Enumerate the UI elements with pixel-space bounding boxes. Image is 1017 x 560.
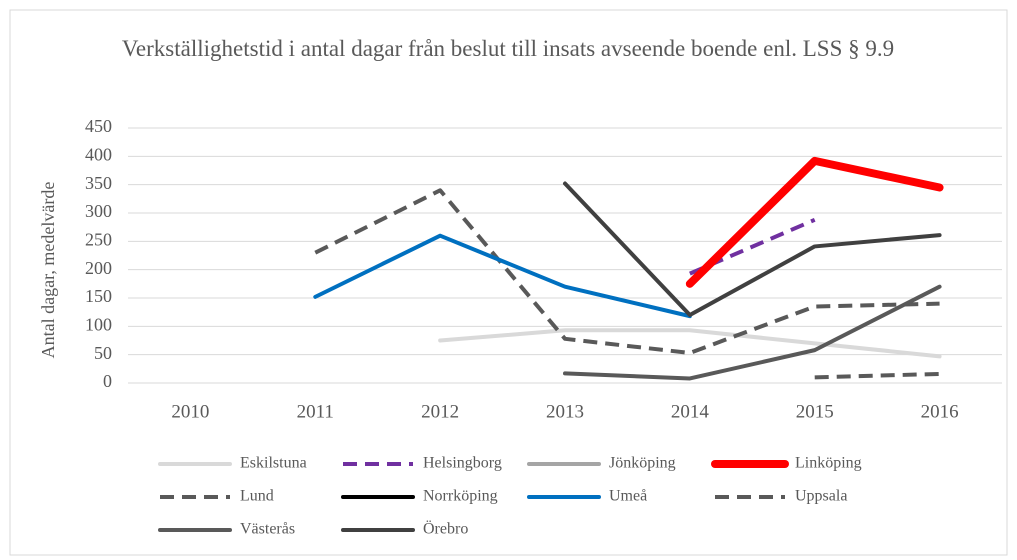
x-tick-label: 2016 — [921, 401, 959, 422]
y-tick-label: 250 — [85, 229, 112, 249]
y-tick-label: 300 — [85, 201, 112, 221]
y-tick-label: 0 — [103, 371, 112, 391]
legend-label: Lund — [240, 488, 274, 505]
legend-label: Norrköping — [423, 488, 498, 505]
y-tick-label: 200 — [85, 258, 112, 278]
x-tick-label: 2014 — [671, 401, 710, 422]
series-line — [814, 371, 940, 380]
legend-label: Linköping — [795, 455, 862, 472]
x-tick-label: 2013 — [546, 401, 584, 422]
y-tick-label: 150 — [85, 286, 112, 306]
y-tick-label: 50 — [94, 343, 112, 363]
y-tick-label: 400 — [85, 144, 112, 164]
series-line — [563, 181, 942, 317]
legend-label: Örebro — [423, 520, 468, 538]
y-tick-label: 450 — [85, 116, 112, 136]
x-tick-label: 2015 — [796, 401, 834, 422]
x-tick-label: 2010 — [171, 401, 209, 422]
series-line — [313, 233, 692, 319]
legend-label: Eskilstuna — [240, 455, 307, 472]
legend-label: Uppsala — [795, 488, 847, 505]
y-tick-label: 100 — [85, 314, 112, 334]
chart-border — [9, 9, 1008, 556]
legend-label: Jönköping — [609, 455, 676, 472]
series-line — [314, 188, 940, 355]
series-line — [438, 328, 942, 359]
x-tick-label: 2011 — [297, 401, 334, 422]
legend-label: Helsingborg — [423, 455, 502, 472]
series-line — [563, 284, 942, 381]
legend-label: Västerås — [240, 521, 295, 538]
x-tick-label: 2012 — [421, 401, 459, 422]
chart-title: Verkställighetstid i antal dagar från be… — [121, 36, 895, 61]
y-axis-label: Antal dagar, medelvärde — [38, 182, 58, 359]
y-tick-label: 350 — [85, 173, 112, 193]
legend-label: Umeå — [609, 488, 647, 505]
series-line — [685, 156, 944, 288]
